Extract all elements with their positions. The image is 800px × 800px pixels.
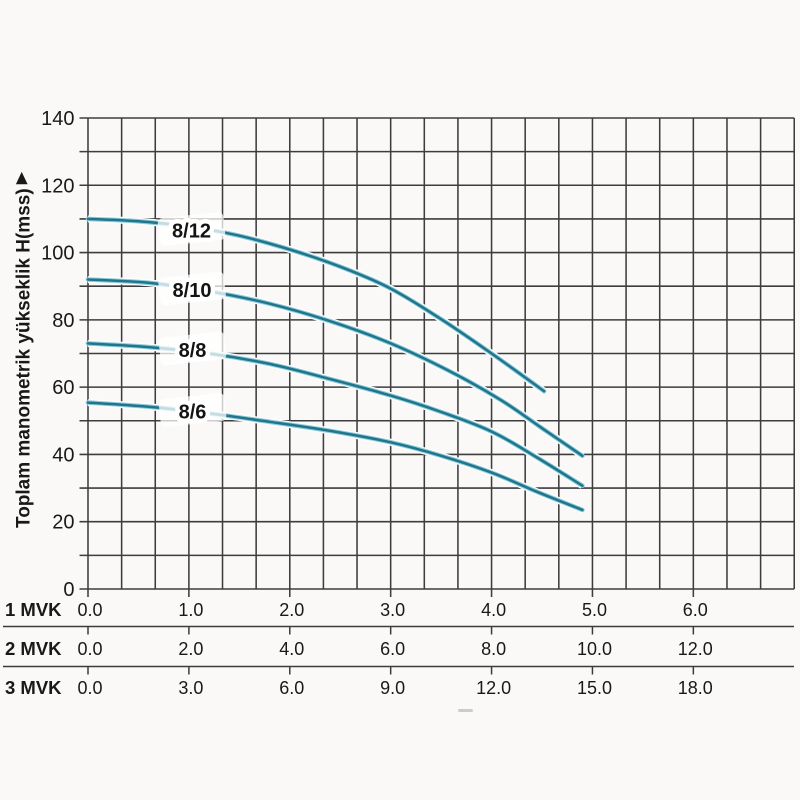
svg-text:12.0: 12.0 [678,639,713,659]
svg-text:8/12: 8/12 [172,221,211,243]
svg-text:8/6: 8/6 [179,402,207,424]
svg-text:1.0: 1.0 [178,600,203,620]
svg-text:2 MVK: 2 MVK [5,638,62,659]
svg-text:2.0: 2.0 [178,639,203,659]
svg-text:15.0: 15.0 [577,678,612,698]
svg-text:3.0: 3.0 [178,678,203,698]
svg-text:120: 120 [41,175,74,197]
svg-text:9.0: 9.0 [380,678,405,698]
svg-text:4.0: 4.0 [481,600,506,620]
svg-text:18.0: 18.0 [678,678,713,698]
svg-text:6.0: 6.0 [683,600,708,620]
svg-text:60: 60 [52,377,74,399]
svg-text:5.0: 5.0 [582,600,607,620]
svg-text:3 MVK: 3 MVK [5,677,62,698]
svg-text:4.0: 4.0 [279,639,304,659]
svg-text:8.0: 8.0 [481,639,506,659]
svg-text:8/10: 8/10 [173,280,212,302]
svg-text:0.0: 0.0 [77,639,102,659]
svg-text:6.0: 6.0 [279,678,304,698]
svg-text:0.0: 0.0 [77,678,102,698]
svg-text:12.0: 12.0 [476,678,511,698]
svg-text:8/8: 8/8 [179,340,207,362]
svg-text:6.0: 6.0 [380,639,405,659]
svg-text:80: 80 [52,310,74,332]
svg-text:0: 0 [63,579,74,601]
svg-text:10.0: 10.0 [577,639,612,659]
svg-text:140: 140 [41,108,74,130]
svg-text:40: 40 [52,444,74,466]
svg-text:1 MVK: 1 MVK [5,599,62,620]
svg-text:100: 100 [41,243,74,265]
svg-text:20: 20 [52,512,74,534]
svg-text:Toplam manometrik yükseklik H(: Toplam manometrik yükseklik H(mss) [14,188,35,528]
svg-text:0.0: 0.0 [77,600,102,620]
svg-text:3.0: 3.0 [380,600,405,620]
svg-text:2.0: 2.0 [279,600,304,620]
